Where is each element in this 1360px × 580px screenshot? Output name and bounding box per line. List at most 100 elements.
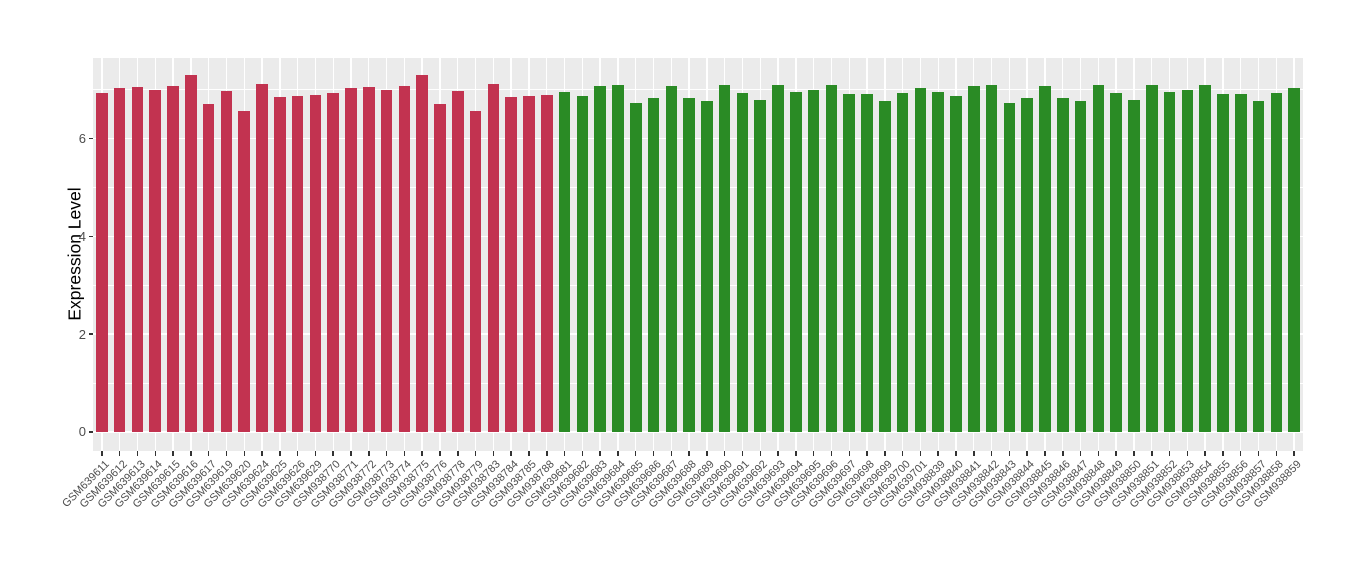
x-tick-mark [955, 451, 957, 456]
bar [647, 98, 660, 432]
bar [1234, 93, 1247, 432]
x-tick-mark [207, 451, 210, 456]
x-tick-mark [1097, 451, 1100, 456]
y-axis-title: Expression Level [64, 187, 85, 321]
x-tick-mark [1079, 451, 1082, 456]
x-tick-mark [652, 451, 655, 456]
x-tick-mark [368, 451, 370, 456]
x-tick-mark [919, 451, 922, 456]
bar [1056, 97, 1069, 432]
y-tick-label: 2 [78, 326, 86, 342]
bar [1181, 89, 1194, 432]
bar [540, 94, 553, 432]
bar [1074, 100, 1087, 432]
bar [1199, 84, 1211, 432]
bar [1039, 85, 1051, 432]
x-tick-mark [314, 451, 317, 456]
x-tick-mark [118, 451, 121, 456]
minor-gridline [93, 382, 1303, 384]
bar [629, 102, 642, 432]
bar [914, 88, 927, 432]
x-tick-mark [225, 451, 228, 456]
bar [701, 100, 713, 432]
bar [558, 92, 571, 432]
bar [363, 87, 375, 432]
bar [754, 99, 767, 432]
bar [825, 84, 838, 432]
minor-gridline [93, 89, 1303, 91]
y-tick-mark [88, 431, 93, 433]
x-tick-mark [1186, 451, 1189, 456]
bar [96, 92, 108, 432]
bar [1252, 100, 1265, 432]
bar [487, 84, 500, 432]
bar [1128, 99, 1140, 432]
x-tick-mark [1204, 451, 1206, 456]
x-tick-mark [421, 451, 423, 456]
x-tick-mark [937, 451, 939, 456]
bar [807, 89, 820, 432]
x-tick-mark [296, 451, 299, 456]
major-gridline [93, 333, 1303, 335]
x-tick-mark [1008, 451, 1011, 456]
x-tick-mark [474, 451, 477, 456]
bar [220, 90, 233, 432]
bar [167, 85, 179, 432]
x-tick-mark [1293, 451, 1295, 456]
bar [398, 85, 411, 432]
bar [772, 85, 784, 432]
x-tick-mark [190, 451, 192, 456]
x-tick-mark [136, 451, 139, 456]
bar [131, 87, 144, 432]
x-tick-mark [546, 451, 548, 456]
x-tick-mark [830, 451, 833, 456]
bar [256, 84, 268, 432]
bar [274, 96, 286, 432]
bar [594, 85, 606, 432]
bar [1270, 93, 1283, 432]
x-tick-mark [172, 451, 174, 456]
y-tick-mark [88, 333, 93, 335]
bar [612, 84, 624, 432]
x-tick-mark [403, 451, 406, 456]
bar [291, 95, 304, 432]
bar [1110, 92, 1122, 432]
x-tick-mark [457, 451, 459, 456]
x-tick-mark [723, 451, 726, 456]
bar [238, 110, 251, 432]
x-tick-mark [1168, 451, 1171, 456]
bar [416, 75, 428, 432]
bar [1092, 85, 1105, 432]
bar [718, 85, 731, 432]
bar [950, 96, 962, 432]
x-tick-mark [154, 451, 157, 456]
bar [683, 97, 695, 432]
bar [309, 94, 322, 432]
bar [576, 96, 589, 432]
x-tick-mark [528, 451, 530, 456]
bar [1003, 102, 1016, 432]
bar [113, 88, 126, 432]
bar [1163, 92, 1176, 432]
x-tick-mark [350, 451, 352, 456]
x-tick-mark [279, 451, 281, 456]
plot-panel [93, 58, 1303, 451]
bar [523, 95, 535, 432]
x-tick-mark [385, 451, 388, 456]
x-tick-mark [617, 451, 619, 456]
x-tick-mark [261, 451, 263, 456]
x-tick-mark [101, 451, 103, 456]
x-tick-mark [1257, 451, 1260, 456]
bar [879, 100, 891, 432]
bar [1217, 93, 1229, 432]
bar [505, 96, 517, 432]
x-tick-mark [599, 451, 601, 456]
bar [327, 92, 339, 432]
major-gridline [93, 235, 1303, 238]
x-tick-mark [1151, 451, 1153, 456]
bar [1288, 88, 1300, 432]
x-tick-mark [1275, 451, 1278, 456]
x-tick-mark [759, 451, 762, 456]
bar [665, 85, 678, 432]
